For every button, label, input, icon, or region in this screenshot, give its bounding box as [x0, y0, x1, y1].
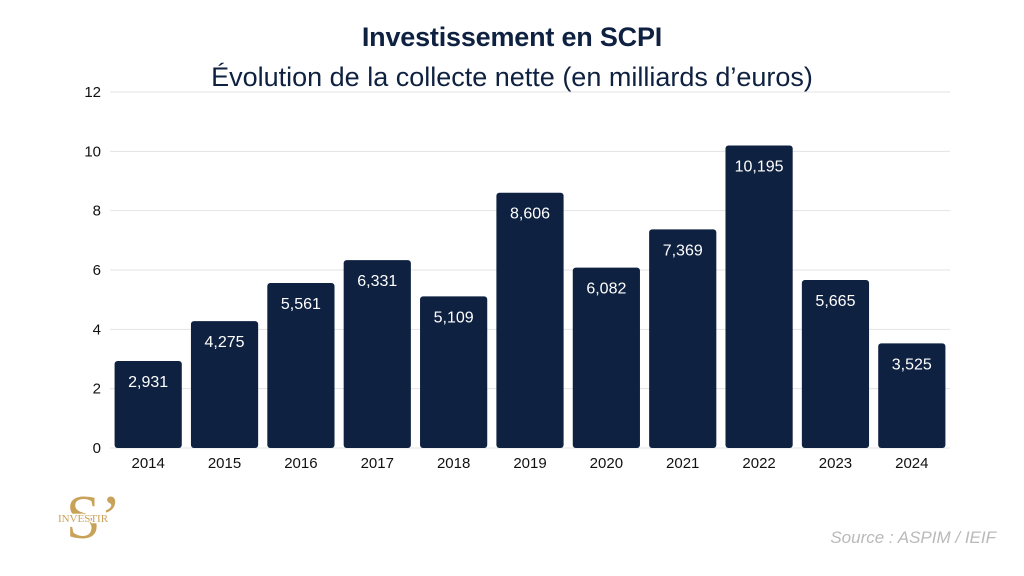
bar-2019 [496, 192, 564, 448]
bar-2024 [878, 343, 946, 448]
chart-title: Investissement en SCPI [361, 22, 663, 52]
bar-2022 [725, 145, 793, 448]
x-tick-label: 2014 [131, 455, 164, 472]
bar-value-label: 5,665 [815, 293, 855, 310]
y-tick-label: 12 [84, 84, 101, 101]
bar-2016 [267, 283, 335, 448]
bar-value-label: 6,082 [586, 281, 626, 298]
bar-value-label: 10,195 [735, 159, 784, 176]
logo-text: INVESTIR [58, 513, 109, 525]
x-tick-label: 2020 [590, 455, 623, 472]
y-tick-label: 4 [93, 321, 101, 338]
bar-value-label: 5,561 [281, 296, 321, 313]
x-tick-label: 2016 [284, 455, 317, 472]
bar-value-label: 4,275 [205, 334, 245, 351]
x-tick-label: 2019 [513, 455, 546, 472]
bar-2018 [420, 296, 488, 448]
x-tick-label: 2022 [742, 455, 775, 472]
bar-2015 [190, 321, 259, 448]
y-tick-label: 2 [93, 381, 101, 398]
y-tick-label: 8 [93, 203, 101, 220]
source-note: Source : ASPIM / IEIF [830, 528, 996, 547]
bar-value-label: 5,109 [434, 309, 474, 326]
x-tick-label: 2018 [437, 455, 470, 472]
y-tick-label: 6 [93, 262, 101, 279]
x-tick-label: 2021 [666, 455, 699, 472]
chart-subtitle: Évolution de la collecte nette (en milli… [211, 62, 813, 92]
bar-value-label: 6,331 [357, 273, 397, 290]
x-tick-label: 2024 [895, 455, 928, 472]
logo-letter: S’ [66, 484, 118, 550]
x-tick-label: 2015 [208, 455, 241, 472]
x-tick-label: 2023 [819, 455, 852, 472]
bar-2023 [801, 279, 870, 448]
s-investir-logo: S’ INVESTIR [57, 484, 118, 550]
bar-value-label: 8,606 [510, 206, 550, 223]
bar-2014 [114, 361, 182, 448]
bar-2021 [649, 229, 717, 448]
x-tick-label: 2017 [361, 455, 394, 472]
y-tick-label: 10 [84, 143, 101, 160]
bar-value-label: 3,525 [892, 356, 932, 373]
bar-value-label: 7,369 [663, 242, 703, 259]
bar-2017 [343, 260, 411, 448]
bar-value-label: 2,931 [128, 374, 168, 391]
y-tick-label: 0 [93, 440, 101, 457]
bar-2020 [572, 267, 640, 448]
